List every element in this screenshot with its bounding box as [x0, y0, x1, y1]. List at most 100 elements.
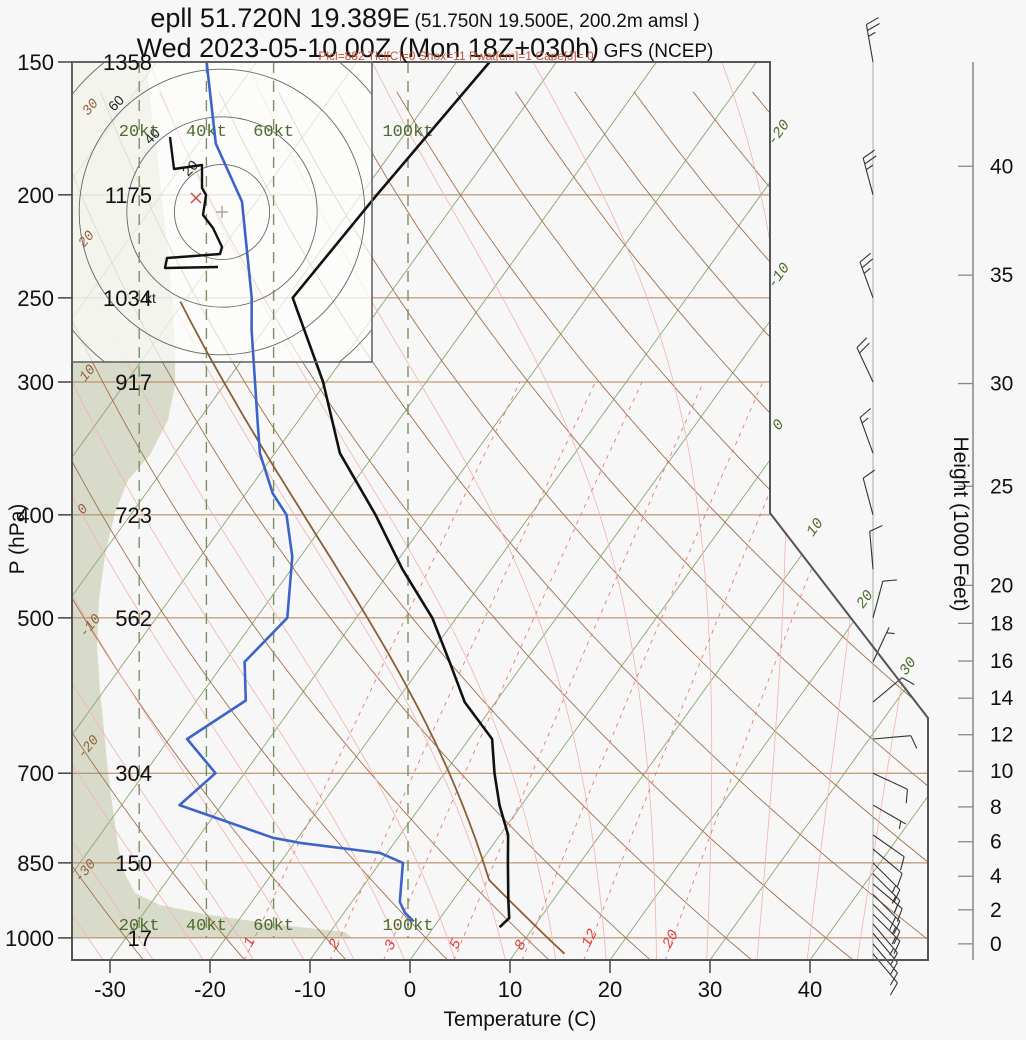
isotherm-line: [72, 62, 557, 960]
mixing-ratio-line: [521, 381, 764, 960]
dry-adiabat-line: [396, 91, 928, 960]
height-tick-label: 18: [990, 612, 1013, 635]
plot-border: [71, 61, 929, 961]
mixing-ratio-line: [664, 381, 887, 960]
hodograph-storm-marker-icon: [190, 192, 202, 204]
wind-barb: [872, 579, 897, 619]
wind-barb: [872, 834, 905, 871]
moist-adiabat-line: [72, 62, 257, 960]
isotherm-line: [72, 62, 657, 960]
isotherm-edge-label: -10: [764, 260, 794, 292]
wind-barb: [872, 627, 895, 663]
wind-barb: [872, 804, 907, 830]
moist-adiabat-line: [148, 62, 557, 960]
height-tick-label: 35: [990, 264, 1013, 287]
isotherm-edge-label: 30: [896, 654, 920, 679]
pressure-tick-label: 150: [17, 50, 54, 75]
pressure-tick-label: 300: [17, 370, 54, 395]
moist-adiabat-line: [72, 62, 457, 960]
hodograph-ring: [173, 163, 271, 261]
run-title: Wed 2023-05-10 00Z (Mon 18Z+030h): [136, 33, 600, 64]
parcel-curve: [179, 301, 566, 955]
wind-barb: [865, 17, 880, 63]
kt-lines-layer: 20kt 20kt 40kt 40kt 60kt 60kt 100kt 100kt: [119, 62, 434, 938]
title-block: epll 51.720N 19.389E (51.750N 19.500E, 2…: [20, 3, 830, 63]
kt-line-label: 20kt: [119, 123, 160, 142]
kt-line-label: 100kt: [382, 917, 433, 936]
pressure-tick-label: 850: [17, 851, 54, 876]
kt-line-label: 60kt: [253, 123, 294, 142]
dry-adiabat-line: [752, 91, 928, 960]
height-tick-label: 16: [990, 650, 1013, 673]
pressure-tick-label: 500: [17, 606, 54, 631]
moist-adiabat-line: [246, 62, 607, 960]
dry-adiabat-line: [455, 91, 928, 960]
height-tick-label: 4: [990, 865, 1002, 888]
height-axis-title: Height (1000 Feet): [949, 436, 972, 612]
hodograph-ring: [78, 68, 366, 356]
wind-barb: [872, 848, 903, 887]
geopotential-height-label: 150: [115, 851, 152, 876]
pressure-tick-label: 200: [17, 183, 54, 208]
height-tick-label: 14: [990, 687, 1014, 710]
mixing-ratio-label: 20: [659, 927, 682, 951]
geopotential-height-label: 917: [115, 370, 152, 395]
dry-adiabat-line: [515, 91, 928, 960]
pressure-tick-label: 250: [17, 286, 54, 311]
mixing-ratio-label: 3: [381, 937, 400, 953]
dry-adiabat-line: [72, 91, 352, 960]
isotherm-line: [809, 62, 928, 960]
kt-line-label: 60kt: [253, 917, 294, 936]
geopotential-height-label: 17: [128, 926, 152, 951]
temperature-tick-label: -30: [94, 977, 126, 1002]
dry-adiabat-line: [218, 91, 928, 960]
dry-adiabat-line: [72, 91, 555, 960]
kt-line-label: 100kt: [382, 123, 433, 142]
pressure-tick-label: 400: [17, 503, 54, 528]
sounding-params-line: Plcl=882 Tlcl[C]=0 Shox=11 Pwat[cm]=1 Ca…: [318, 49, 594, 63]
dry-adiabat-line: [72, 91, 148, 960]
kt-line-label: 40kt: [186, 917, 227, 936]
moist-adiabat-line: [72, 62, 207, 960]
mixing-ratio-line: [583, 381, 817, 960]
profiles-layer: [178, 62, 566, 955]
temperature-tick-label: -10: [294, 977, 326, 1002]
wind-barb: [856, 337, 874, 383]
wind-barb: [862, 469, 875, 515]
temperature-tick-label: 20: [598, 977, 622, 1002]
height-tick-label: 8: [990, 796, 1002, 819]
model-label: GFS (NCEP): [603, 41, 714, 63]
hodograph-border: [71, 61, 373, 363]
isotherm-line: [609, 62, 928, 960]
mixing-ratio-line: [243, 381, 521, 960]
moist-adiabat-line: [72, 62, 507, 960]
isotherm-edge-label: 10: [803, 515, 827, 540]
isotherm-line: [209, 62, 857, 960]
station-title: epll 51.720N 19.389E: [150, 3, 411, 33]
geopotential-height-label: 1175: [105, 183, 152, 208]
moist-adiabat-line: [371, 62, 657, 960]
mixing-ratio-line: [453, 381, 704, 960]
moist-adiabat-line: [72, 62, 307, 960]
wind-barb-column: [856, 17, 918, 996]
geopotential-height-label: 1034: [103, 286, 152, 311]
wind-barb: [872, 862, 901, 903]
isotherm-edge-label: 20: [853, 587, 877, 612]
moist-adiabat-line: [72, 62, 407, 960]
height-tick-label: 6: [990, 831, 1002, 854]
moist-adiabat-line: [806, 62, 890, 960]
wind-barb: [862, 149, 877, 195]
isotherm-edge-label: 0: [769, 417, 788, 434]
station-subtitle: (51.750N 19.500E, 200.2m amsl ): [414, 11, 700, 32]
height-tick-label: 25: [990, 475, 1013, 498]
wind-barb: [869, 524, 883, 570]
height-tick-label: 10: [990, 760, 1013, 783]
isotherm-line: [709, 62, 928, 960]
moist-adiabat-line: [532, 62, 713, 960]
hodograph-ring: [126, 116, 318, 308]
mixing-ratio-line: [329, 381, 596, 960]
geopotential-height-label: 1358: [103, 50, 152, 75]
